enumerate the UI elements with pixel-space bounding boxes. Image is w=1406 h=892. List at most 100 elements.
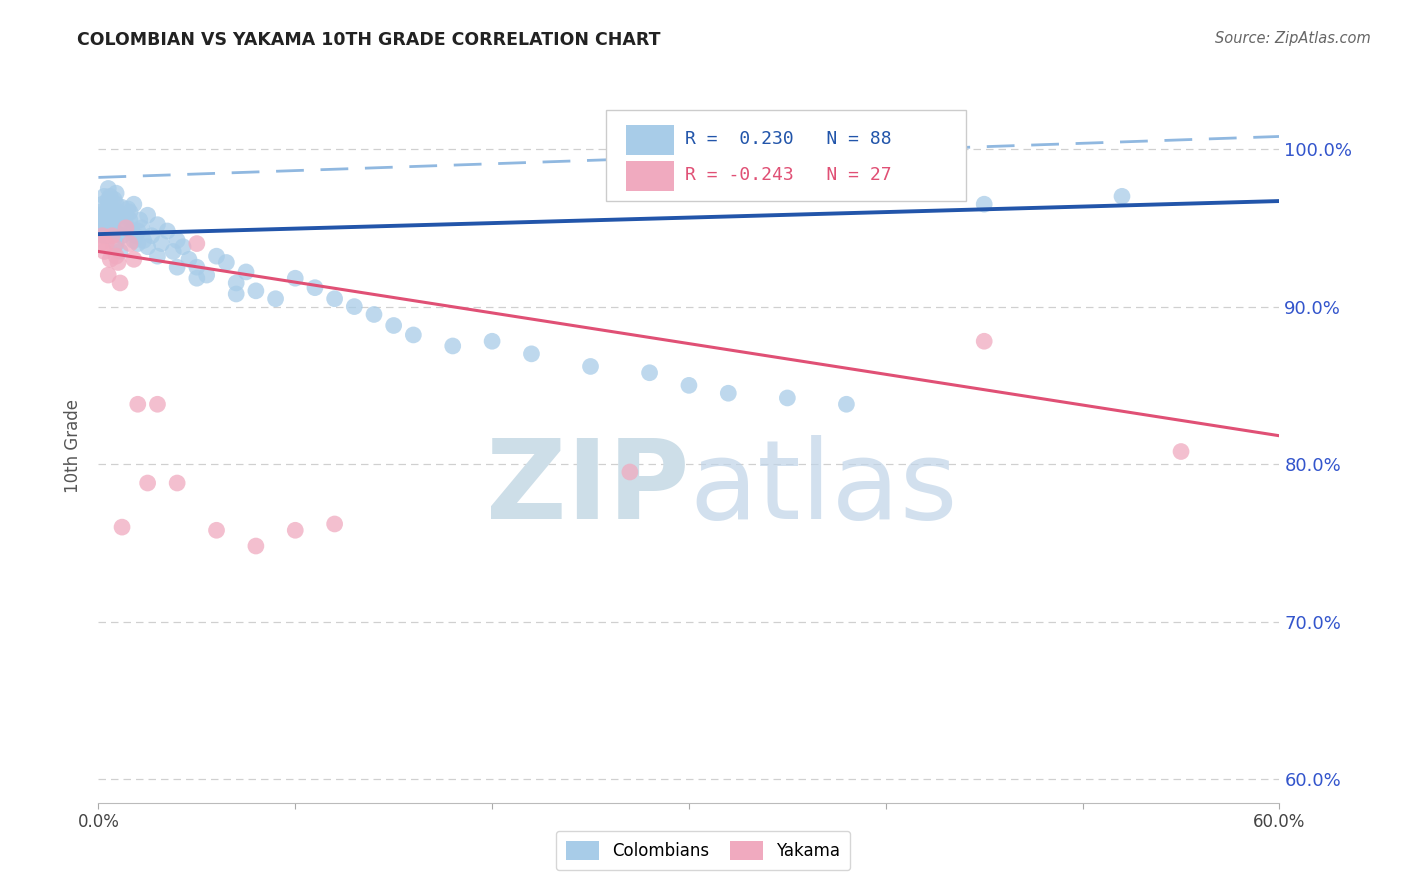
Point <box>108 276 131 290</box>
Point <box>323 292 346 306</box>
Point <box>122 197 145 211</box>
Bar <box>626 161 673 191</box>
Point <box>96 205 118 219</box>
Point <box>284 271 307 285</box>
Point <box>98 189 121 203</box>
Text: R = -0.243   N = 27: R = -0.243 N = 27 <box>685 166 891 184</box>
Point <box>177 252 200 267</box>
Point <box>115 218 138 232</box>
Point <box>195 268 218 282</box>
Point <box>97 181 120 195</box>
Point <box>619 465 641 479</box>
Text: Source: ZipAtlas.com: Source: ZipAtlas.com <box>1215 31 1371 46</box>
Point <box>107 208 129 222</box>
Text: R =  0.230   N = 88: R = 0.230 N = 88 <box>685 130 891 148</box>
Point <box>235 265 257 279</box>
Point <box>96 220 118 235</box>
Point <box>205 249 228 263</box>
Point <box>91 228 114 243</box>
Point <box>146 249 169 263</box>
Point <box>91 197 114 211</box>
Point <box>382 318 405 333</box>
Point <box>101 205 124 219</box>
Point <box>107 205 129 219</box>
Point <box>98 213 121 227</box>
Point <box>98 208 121 222</box>
Point <box>127 224 149 238</box>
Point <box>103 193 125 207</box>
Point <box>118 236 141 251</box>
Point <box>103 240 125 254</box>
Point <box>122 234 145 248</box>
Point <box>579 359 602 374</box>
Point <box>136 476 159 491</box>
Point <box>146 218 169 232</box>
Point <box>101 202 124 216</box>
Point <box>89 236 111 251</box>
Point <box>441 339 464 353</box>
Point <box>103 224 125 238</box>
Point <box>205 523 228 537</box>
Point <box>717 386 740 401</box>
Point <box>103 213 125 227</box>
Point <box>118 213 141 227</box>
Point <box>98 252 121 267</box>
Point <box>108 244 131 259</box>
Point <box>111 228 134 243</box>
Point <box>111 200 134 214</box>
Point <box>105 236 128 251</box>
Point <box>186 236 208 251</box>
Point <box>678 378 700 392</box>
Point <box>136 208 159 222</box>
Point <box>166 476 188 491</box>
Point <box>111 520 134 534</box>
Point <box>402 327 425 342</box>
Point <box>136 240 159 254</box>
Point <box>150 236 173 251</box>
Point <box>128 213 150 227</box>
Point <box>973 334 995 349</box>
Point <box>131 220 153 235</box>
Point <box>172 240 194 254</box>
Y-axis label: 10th Grade: 10th Grade <box>65 399 83 493</box>
Point <box>112 218 135 232</box>
Point <box>225 276 247 290</box>
Point <box>141 228 163 243</box>
Point <box>132 234 155 248</box>
Point <box>481 334 503 349</box>
Point <box>125 228 148 243</box>
Point <box>101 228 124 243</box>
Point <box>97 268 120 282</box>
Point <box>97 197 120 211</box>
Point <box>638 366 661 380</box>
Point <box>162 244 184 259</box>
Point <box>264 292 287 306</box>
Point <box>97 193 120 207</box>
Point <box>520 347 543 361</box>
Text: atlas: atlas <box>689 435 957 542</box>
Point <box>89 208 111 222</box>
Point <box>323 516 346 531</box>
Point <box>93 244 115 259</box>
Point <box>284 523 307 537</box>
Point <box>89 205 111 219</box>
Point <box>215 255 238 269</box>
Point <box>245 539 267 553</box>
Point <box>117 202 139 216</box>
Point <box>245 284 267 298</box>
Point <box>118 205 141 219</box>
Point <box>166 234 188 248</box>
Point <box>96 236 118 251</box>
Point <box>108 208 131 222</box>
Point <box>1111 189 1133 203</box>
Point <box>93 189 115 203</box>
Legend: Colombians, Yakama: Colombians, Yakama <box>555 831 851 871</box>
Point <box>105 186 128 201</box>
Point <box>115 220 138 235</box>
Point <box>186 260 208 275</box>
Point <box>225 287 247 301</box>
Point <box>343 300 366 314</box>
Point <box>304 281 326 295</box>
Point <box>91 220 114 235</box>
Point <box>121 224 143 238</box>
